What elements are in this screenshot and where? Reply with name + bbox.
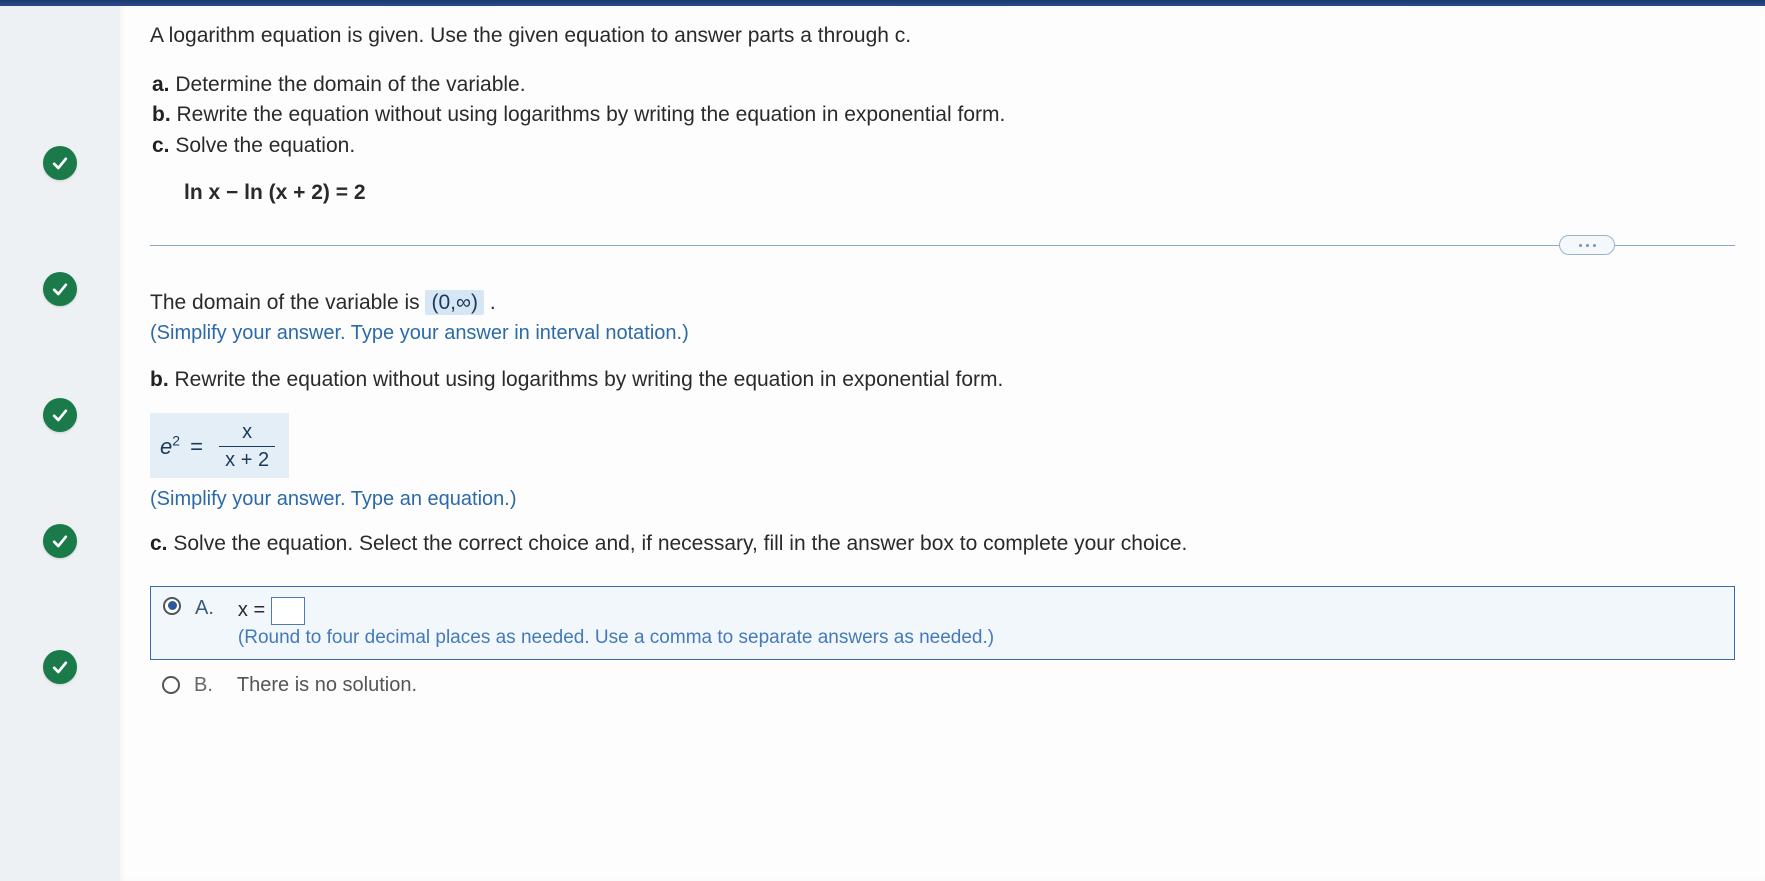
given-equation: ln x − ln (x + 2) = 2 [184, 181, 1735, 205]
section-b-label: b. [150, 368, 169, 391]
ellipsis-button[interactable] [1559, 235, 1615, 255]
formula-fraction: x x + 2 [219, 421, 275, 472]
choice-b-letter: B. [194, 674, 213, 697]
question-content: A logarithm equation is given. Use the g… [120, 6, 1765, 881]
question-intro: A logarithm equation is given. Use the g… [150, 24, 1735, 48]
check-icon [43, 650, 77, 684]
part-b-label: b. [152, 103, 171, 126]
part-a: a. Determine the domain of the variable. [152, 70, 1735, 100]
equals-sign: = [190, 434, 203, 459]
part-b: b. Rewrite the equation without using lo… [152, 100, 1735, 130]
choice-b-row[interactable]: B. There is no solution. [150, 668, 1735, 699]
part-b-text: Rewrite the equation without using logar… [177, 103, 1006, 126]
domain-answer-section: The domain of the variable is (0,∞) . (S… [150, 287, 1735, 345]
choice-a-radio[interactable] [163, 597, 181, 615]
formula-lhs: e2 [160, 434, 186, 459]
part-a-text: Determine the domain of the variable. [175, 73, 525, 96]
check-icon [43, 272, 77, 306]
equation-text: ln x − ln (x + 2) = 2 [184, 181, 366, 204]
exponential-form-answer: e2 = x x + 2 [150, 413, 289, 478]
choice-a-letter: A. [195, 597, 214, 620]
divider-line [150, 245, 1735, 246]
domain-suffix: . [490, 291, 496, 314]
section-c-text: Solve the equation. Select the correct c… [173, 532, 1187, 555]
domain-answer-line: The domain of the variable is (0,∞) . [150, 287, 1735, 320]
choice-a-hint: (Round to four decimal places as needed.… [238, 627, 994, 649]
part-a-label: a. [152, 73, 170, 96]
check-icon [43, 398, 77, 432]
part-c-text: Solve the equation. [175, 134, 355, 157]
domain-prefix: The domain of the variable is [150, 291, 425, 314]
fraction-denominator: x + 2 [219, 447, 275, 472]
check-icon [43, 146, 77, 180]
part-c-label: c. [152, 134, 170, 157]
section-c-prompt: c. Solve the equation. Select the correc… [150, 529, 1735, 559]
fraction-numerator: x [219, 421, 275, 447]
section-c-label: c. [150, 532, 168, 555]
question-parts: a. Determine the domain of the variable.… [152, 70, 1735, 161]
choice-a-eq-label: x = [238, 599, 265, 622]
progress-sidebar [0, 6, 120, 881]
choice-b-text: There is no solution. [237, 674, 417, 697]
part-c: c. Solve the equation. [152, 131, 1735, 161]
section-b-prompt: b. Rewrite the equation without using lo… [150, 365, 1735, 395]
section-b-text: Rewrite the equation without using logar… [175, 368, 1004, 391]
section-c: c. Solve the equation. Select the correc… [150, 529, 1735, 698]
domain-answer: (0,∞) [425, 290, 483, 315]
choice-a-box[interactable]: A. x = (Round to four decimal places as … [150, 586, 1735, 660]
choice-a-input[interactable] [271, 597, 305, 625]
main-container: A logarithm equation is given. Use the g… [0, 6, 1765, 881]
lhs-base: e [160, 434, 172, 459]
check-icon [43, 524, 77, 558]
choice-a-equation: x = [238, 597, 305, 625]
section-b: b. Rewrite the equation without using lo… [150, 365, 1735, 511]
section-b-hint: (Simplify your answer. Type an equation.… [150, 488, 1735, 511]
section-divider [150, 233, 1735, 257]
lhs-exp: 2 [172, 433, 180, 449]
domain-hint: (Simplify your answer. Type your answer … [150, 322, 1735, 345]
choice-b-radio[interactable] [162, 676, 180, 694]
